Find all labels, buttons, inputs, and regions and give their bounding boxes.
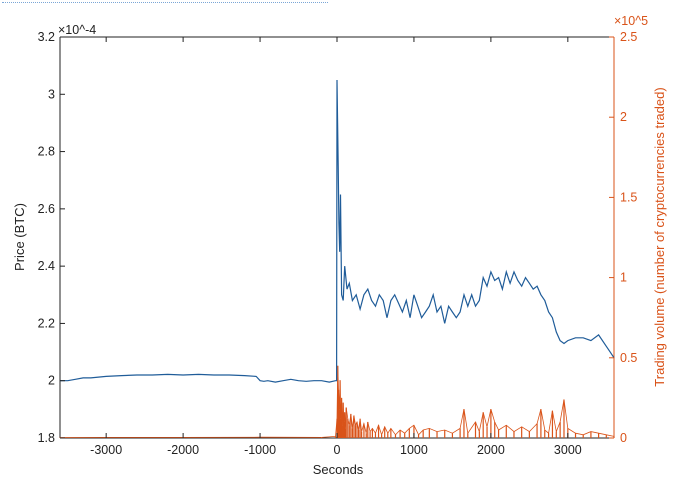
x-axis-label: Seconds: [313, 462, 364, 477]
y-left-axis-label: Price (BTC): [12, 203, 27, 271]
y-left-tick-label: 2.8: [38, 145, 55, 159]
y-right-tick-label: 2.5: [620, 30, 637, 44]
price-series-layer: [60, 79, 615, 383]
y-right-tick-label: 0: [620, 431, 627, 445]
ticks-layer: -3000 -2000 -1000 0 1000 2000 3000 1.8 2 2.2 2.4 2.…: [38, 30, 638, 457]
y-left-tick-label: 3: [48, 87, 55, 101]
y-right-tick-label: 1: [620, 271, 627, 285]
y-left-tick-label: 1.8: [38, 431, 55, 445]
x-tick-label: -1000: [244, 443, 276, 457]
y-right-tick-label: 1.5: [620, 190, 637, 204]
volume-line: [59, 365, 615, 438]
x-tick-label: 0: [334, 443, 341, 457]
y-right-axis-label: Trading volume (number of cryptocurrenci…: [652, 87, 667, 386]
y-right-tick-label: 2: [620, 110, 627, 124]
y-right-exponent: ×10^5: [614, 14, 648, 28]
y-left-tick-label: 2.2: [38, 316, 55, 330]
x-tick-label: 3000: [554, 443, 582, 457]
volume-series-layer: [59, 365, 615, 438]
price-line: [60, 79, 615, 383]
y-left-exponent: ×10^-4: [58, 23, 96, 37]
x-tick-label: 1000: [400, 443, 428, 457]
x-tick-label: 2000: [477, 443, 505, 457]
top-dotted-rule: [2, 2, 328, 3]
y-left-tick-label: 2.6: [38, 202, 55, 216]
x-tick-label: -3000: [90, 443, 122, 457]
y-left-tick-label: 3.2: [38, 30, 55, 44]
y-left-tick-label: 2.4: [38, 259, 55, 273]
y-left-tick-label: 2: [48, 374, 55, 388]
x-tick-label: -2000: [167, 443, 199, 457]
y-right-tick-label: 0.5: [620, 351, 637, 365]
